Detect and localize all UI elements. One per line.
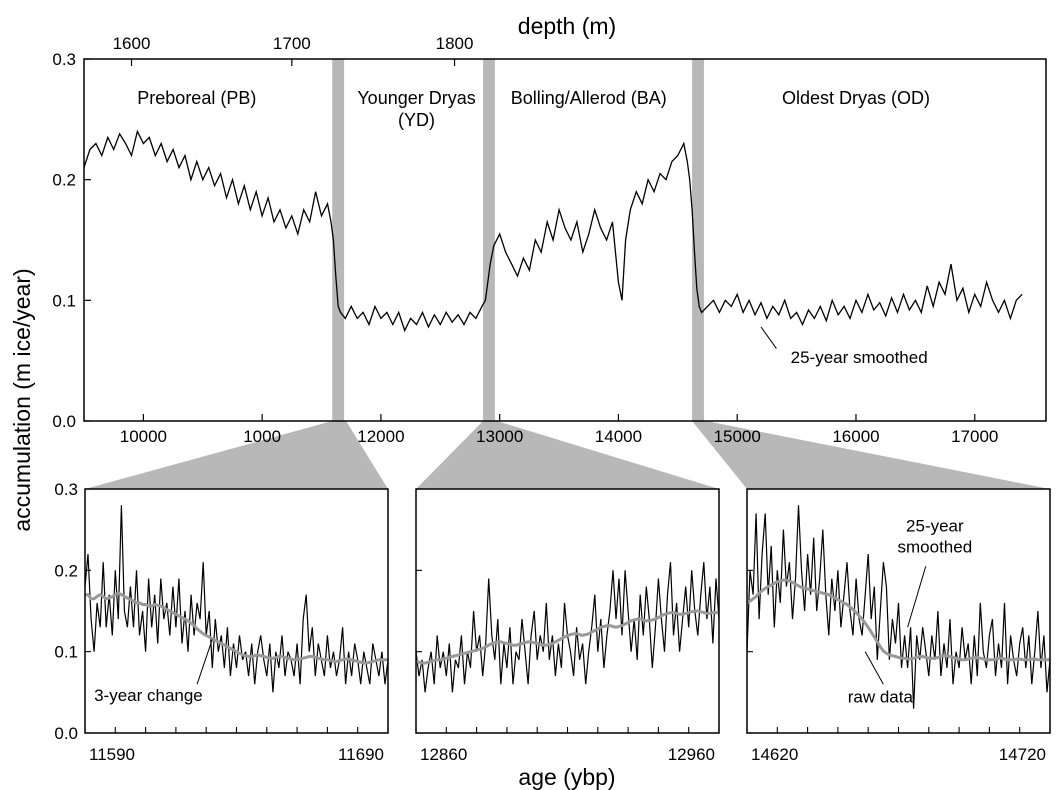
smoothed-series-line [85,591,388,665]
detail-x-tick-label-start: 14620 [751,745,798,764]
transition-band-1 [332,59,345,421]
change-annotation: 3-year change [94,686,203,705]
raw-series-line [415,562,720,693]
raw-series-line [84,505,389,693]
overview-panel: 0.0 0.1 0.2 0.3 10000 1000 12000 13000 14000 1500… [52,34,1047,446]
transition-band-3 [692,59,704,421]
detail-y-tick-label: 0.2 [54,561,78,580]
detail-annotation: smoothed [898,538,973,557]
period-label-3: Bolling/Allerod (BA) [511,88,667,108]
detail-y-tick-label: 0.3 [54,480,78,499]
raw-series-line [746,505,1051,709]
depth-tick-label: 1800 [436,34,474,53]
overview-x-tick-label: 15000 [714,427,761,446]
detail-x-tick-label-start: 12860 [420,745,467,764]
depth-axis-title: depth (m) [518,13,616,39]
period-label-4: Oldest Dryas (OD) [782,88,930,108]
detail-panel-od-termination: 14620 14720 25-year smoothed raw data [746,488,1051,764]
change-pointer [196,639,213,685]
overview-y-tick-label: 0.1 [52,291,76,310]
transition-band-2 [483,59,495,421]
overview-x-tick-label: 17000 [951,427,998,446]
overview-frame [83,58,1047,422]
raw-pointer [864,651,884,685]
overview-y-tick-label: 0.3 [52,50,76,69]
detail-x-tick-label-end: 11690 [338,745,384,764]
overview-series-line [83,129,1023,333]
annotation-pointer [760,326,777,349]
age-axis-title: age (ybp) [518,764,615,790]
connector-2 [416,421,719,489]
detail-y-tick-label: 0.0 [54,724,78,743]
overview-x-tick-label: 10000 [120,427,167,446]
connector-3 [692,421,1050,489]
detail-annotation: raw data [848,687,914,706]
overview-x-tick-label: 16000 [832,427,879,446]
smoothed-annotation: 25-year smoothed [791,348,928,367]
zoom-connectors [85,421,1050,489]
depth-tick-label: 1600 [113,34,151,53]
overview-y-tick-label: 0.2 [52,171,76,190]
detail-panel-yd-onset: 0.0 0.1 0.2 0.3 11590 11690 3-year change [54,480,389,764]
detail-panel-yd-termination: 12860 12960 [415,488,720,764]
detail-frame [415,488,720,734]
detail-y-tick-label: 0.1 [54,643,78,662]
overview-x-tick-label: 13000 [476,427,523,446]
connector-1 [85,421,388,489]
overview-x-tick-label: 14000 [595,427,642,446]
overview-y-tick-label: 0.0 [52,412,76,431]
smoothed-pointer [907,566,927,628]
period-label-2: (YD) [398,110,435,130]
smoothed-series-line [415,609,719,665]
overview-x-tick-label: 1000 [243,427,281,446]
detail-x-tick-label-end: 14720 [999,745,1046,764]
period-label-1: Preboreal (PB) [137,88,256,108]
period-label-2: Younger Dryas [357,88,475,108]
y-axis-title: accumulation (m ice/year) [9,268,35,531]
detail-x-tick-label-start: 11590 [89,745,135,764]
smoothed-series-line [746,578,1050,662]
detail-annotation: 25-year [906,517,964,536]
detail-x-tick-label-end: 12960 [668,745,715,764]
overview-x-tick-label: 12000 [357,427,404,446]
depth-tick-label: 1700 [273,34,311,53]
